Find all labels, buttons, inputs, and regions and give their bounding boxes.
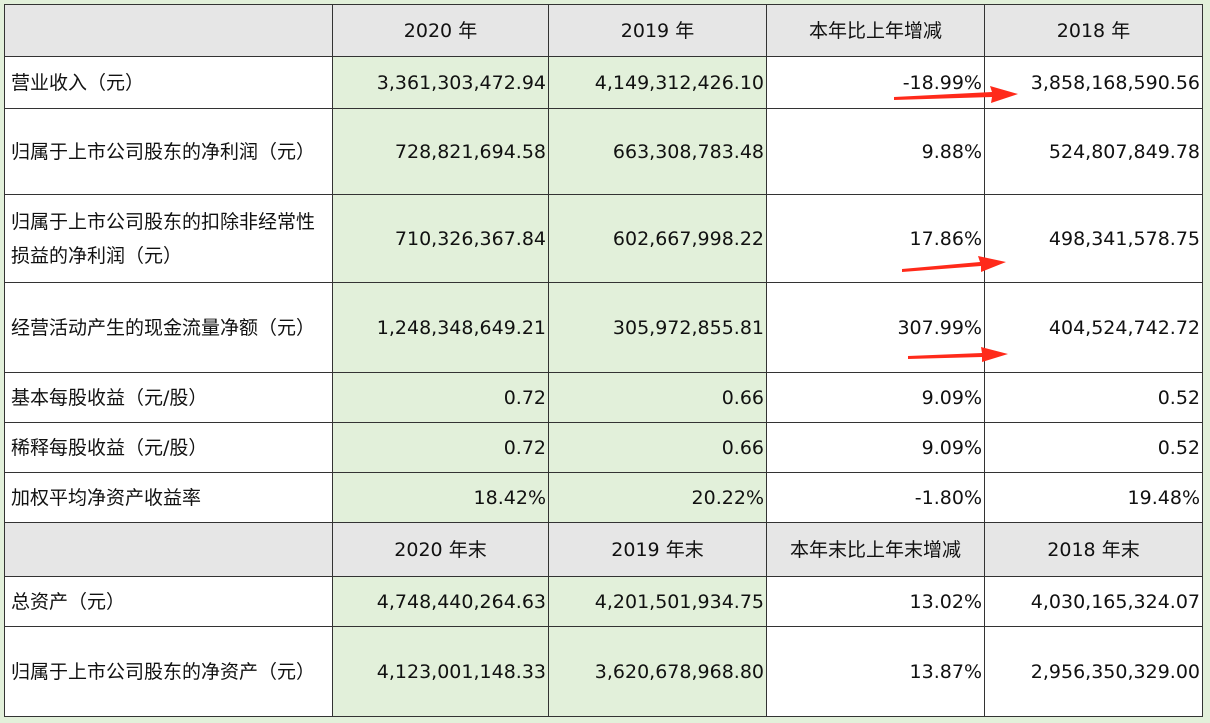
- financial-summary-table: 2020 年 2019 年 本年比上年增减 2018 年 营业收入（元） 3,3…: [4, 4, 1203, 717]
- value-2018: 524,807,849.78: [984, 108, 1203, 195]
- value-2020: 710,326,367.84: [332, 194, 549, 283]
- header-blank-cell: [4, 522, 333, 577]
- row-label: 经营活动产生的现金流量净额（元）: [4, 282, 333, 373]
- header-2018-end: 2018 年末: [984, 522, 1203, 577]
- value-2020: 4,748,440,264.63: [332, 576, 549, 627]
- row-label: 归属于上市公司股东的扣除非经常性损益的净利润（元）: [4, 194, 333, 283]
- value-2018: 0.52: [984, 372, 1203, 423]
- table-row: 总资产（元） 4,748,440,264.63 4,201,501,934.75…: [4, 576, 1203, 627]
- value-change: -18.99%: [766, 56, 985, 109]
- value-change: 9.88%: [766, 108, 985, 195]
- header-2019: 2019 年: [548, 4, 767, 57]
- value-change: 307.99%: [766, 282, 985, 373]
- table-row: 归属于上市公司股东的净利润（元） 728,821,694.58 663,308,…: [4, 108, 1203, 195]
- value-2018: 19.48%: [984, 472, 1203, 523]
- header-2020-end: 2020 年末: [332, 522, 549, 577]
- value-2018: 498,341,578.75: [984, 194, 1203, 283]
- value-2019: 3,620,678,968.80: [548, 626, 767, 717]
- table-row: 稀释每股收益（元/股） 0.72 0.66 9.09% 0.52: [4, 422, 1203, 473]
- header-2019-end: 2019 年末: [548, 522, 767, 577]
- table-row: 加权平均净资产收益率 18.42% 20.22% -1.80% 19.48%: [4, 472, 1203, 523]
- value-2019: 663,308,783.48: [548, 108, 767, 195]
- table-row: 基本每股收益（元/股） 0.72 0.66 9.09% 0.52: [4, 372, 1203, 423]
- header-change: 本年比上年增减: [766, 4, 985, 57]
- value-2019: 4,201,501,934.75: [548, 576, 767, 627]
- value-2020: 18.42%: [332, 472, 549, 523]
- table-row: 归属于上市公司股东的净资产（元） 4,123,001,148.33 3,620,…: [4, 626, 1203, 717]
- value-2019: 305,972,855.81: [548, 282, 767, 373]
- header-row-year-end: 2020 年末 2019 年末 本年末比上年末增减 2018 年末: [4, 522, 1203, 577]
- value-2019: 0.66: [548, 422, 767, 473]
- value-2018: 0.52: [984, 422, 1203, 473]
- table-row: 归属于上市公司股东的扣除非经常性损益的净利润（元） 710,326,367.84…: [4, 194, 1203, 283]
- value-change: 13.87%: [766, 626, 985, 717]
- header-change-end: 本年末比上年末增减: [766, 522, 985, 577]
- header-row: 2020 年 2019 年 本年比上年增减 2018 年: [4, 4, 1203, 57]
- row-label: 归属于上市公司股东的净资产（元）: [4, 626, 333, 717]
- value-2020: 4,123,001,148.33: [332, 626, 549, 717]
- value-2019: 20.22%: [548, 472, 767, 523]
- table-row: 营业收入（元） 3,361,303,472.94 4,149,312,426.1…: [4, 56, 1203, 109]
- row-label: 营业收入（元）: [4, 56, 333, 109]
- value-change: 9.09%: [766, 422, 985, 473]
- header-2020: 2020 年: [332, 4, 549, 57]
- value-2018: 2,956,350,329.00: [984, 626, 1203, 717]
- value-2019: 0.66: [548, 372, 767, 423]
- table-row: 经营活动产生的现金流量净额（元） 1,248,348,649.21 305,97…: [4, 282, 1203, 373]
- value-change: 17.86%: [766, 194, 985, 283]
- value-2020: 0.72: [332, 422, 549, 473]
- value-change: 9.09%: [766, 372, 985, 423]
- row-label: 基本每股收益（元/股）: [4, 372, 333, 423]
- value-2020: 1,248,348,649.21: [332, 282, 549, 373]
- value-2020: 728,821,694.58: [332, 108, 549, 195]
- value-2018: 4,030,165,324.07: [984, 576, 1203, 627]
- value-2018: 3,858,168,590.56: [984, 56, 1203, 109]
- value-change: -1.80%: [766, 472, 985, 523]
- row-label: 归属于上市公司股东的净利润（元）: [4, 108, 333, 195]
- value-2020: 0.72: [332, 372, 549, 423]
- row-label: 总资产（元）: [4, 576, 333, 627]
- value-2020: 3,361,303,472.94: [332, 56, 549, 109]
- row-label: 加权平均净资产收益率: [4, 472, 333, 523]
- value-change: 13.02%: [766, 576, 985, 627]
- value-2018: 404,524,742.72: [984, 282, 1203, 373]
- row-label: 稀释每股收益（元/股）: [4, 422, 333, 473]
- value-2019: 4,149,312,426.10: [548, 56, 767, 109]
- header-blank-cell: [4, 4, 333, 57]
- header-2018: 2018 年: [984, 4, 1203, 57]
- value-2019: 602,667,998.22: [548, 194, 767, 283]
